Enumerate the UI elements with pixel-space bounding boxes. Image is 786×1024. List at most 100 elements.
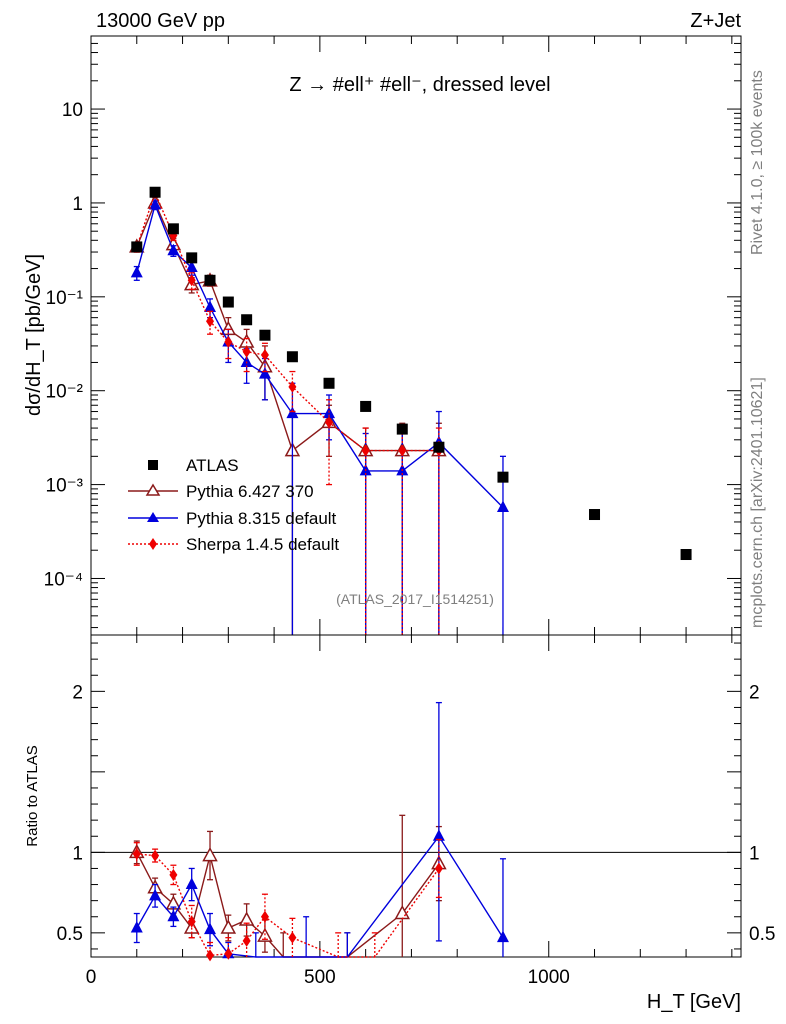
legend-entry-pythia8: Pythia 8.315 default (128, 509, 337, 528)
ratio-pythia8-point (496, 930, 509, 943)
main-pythia8-point (204, 300, 217, 312)
ratio-sherpa-point (187, 915, 196, 928)
x-tick-label: 1000 (528, 967, 570, 988)
main-pythia8-point (240, 355, 253, 367)
main-atlas-point (680, 549, 692, 561)
main-pythia8-point (286, 406, 299, 419)
ratio-pythia6-line (136, 852, 440, 958)
ratio-sherpa-point (434, 862, 443, 875)
legend-entry-atlas: ATLAS (148, 456, 239, 475)
ratio-y-axis-label: Ratio to ATLAS (24, 745, 41, 846)
main-y-tick-label: 1 (72, 194, 83, 215)
ratio-y-tick-label-right: 2 (749, 682, 760, 703)
main-pythia6-point (238, 333, 255, 348)
x-tick-label: 0 (86, 967, 97, 988)
main-atlas-point (131, 241, 143, 253)
mcplots-label: mcplots.cern.ch [arXiv:2401.10621] (749, 377, 766, 628)
main-pythia8-point (130, 265, 143, 278)
legend-atlas-label: ATLAS (186, 456, 239, 475)
main-atlas-point (186, 252, 198, 264)
main-y-tick-label: 10⁻¹ (46, 288, 84, 309)
main-atlas-point (149, 186, 161, 198)
legend-pythia6-marker (145, 483, 161, 496)
main-sherpa-point (206, 315, 215, 328)
main-atlas-point (259, 329, 271, 341)
x-axis-label: H_T [GeV] (647, 991, 741, 1013)
main-atlas-point (396, 423, 408, 435)
main-y-tick-label: 10⁻² (46, 382, 84, 403)
main-atlas-point (433, 441, 445, 453)
ratio-pythia8-point (185, 877, 198, 890)
main-plot-title: Z → #ell⁺ #ell⁻, dressed level (289, 74, 550, 96)
legend-sherpa-marker (149, 538, 157, 550)
ratio-plot-panel: 0.5 0.5 1 1 2 2 0 500 1000 Ratio to ATLAS H_T [G… (24, 634, 775, 1013)
ratio-sherpa-point (169, 868, 178, 881)
main-axis-ticks: 10 1 10⁻¹ 10⁻² 10⁻³ 10⁻⁴ (44, 35, 741, 635)
ratio-data-layer (129, 701, 509, 962)
main-atlas-point (286, 351, 298, 363)
ratio-sherpa-line (136, 853, 440, 958)
ratio-y-tick-label-right: 0.5 (749, 924, 775, 945)
main-sherpa-point (398, 444, 407, 457)
ratio-pythia8-point (167, 909, 180, 922)
ratio-pythia8-point (432, 829, 445, 841)
legend-entry-pythia6: Pythia 6.427 370 (128, 482, 314, 501)
main-pythia8-point (167, 243, 180, 256)
main-sherpa-point (242, 345, 251, 358)
main-atlas-point (167, 223, 179, 235)
main-y-tick-label: 10⁻⁴ (44, 569, 83, 590)
ratio-y-tick-label: 2 (72, 682, 83, 703)
main-atlas-point (241, 314, 253, 326)
main-sherpa-point (187, 274, 196, 287)
analysis-watermark: (ATLAS_2017_I1514251) (336, 591, 494, 607)
ratio-y-tick-label: 0.5 (57, 924, 83, 945)
main-pythia8-point (496, 500, 509, 513)
ratio-pythia8-point (149, 888, 162, 901)
ratio-axis-ticks: 0.5 0.5 1 1 2 2 0 500 1000 (57, 635, 775, 988)
main-atlas-point (589, 509, 601, 521)
ratio-sherpa-point (288, 931, 297, 944)
main-atlas-point (323, 377, 335, 389)
legend-pythia6-label: Pythia 6.427 370 (186, 482, 314, 501)
main-atlas-point (222, 296, 234, 308)
ratio-y-tick-label: 1 (72, 843, 83, 864)
ratio-pythia8-point (204, 922, 217, 935)
ratio-pythia6-point (202, 846, 218, 862)
ratio-sherpa-point (151, 849, 160, 862)
legend-sherpa-label: Sherpa 1.4.5 default (186, 535, 339, 554)
ratio-plot-frame (90, 634, 742, 958)
ratio-pythia6-point (220, 919, 237, 934)
main-sherpa-point (361, 444, 370, 457)
ratio-sherpa-point (242, 934, 251, 947)
main-y-tick-label: 10⁻³ (46, 476, 84, 497)
ratio-sherpa-point (260, 910, 269, 923)
main-y-tick-label: 10 (62, 100, 83, 121)
header-right-label: Z+Jet (690, 10, 741, 32)
main-y-axis-label: dσ/dH_T [pb/GeV] (23, 254, 45, 416)
header-left-label: 13000 GeV pp (96, 10, 225, 32)
main-pythia8-point (258, 367, 271, 379)
legend-pythia8-label: Pythia 8.315 default (186, 509, 337, 528)
ratio-sherpa-point (224, 947, 233, 960)
main-sherpa-point (260, 349, 269, 362)
main-atlas-point (204, 274, 216, 286)
x-tick-label: 500 (304, 967, 336, 988)
ratio-pythia8-point (130, 921, 143, 933)
main-plot-panel: 10 1 10⁻¹ 10⁻² 10⁻³ 10⁻⁴ Z → #ell⁺ #ell⁻, dre… (23, 35, 742, 636)
legend-pythia8-marker (147, 512, 159, 522)
rivet-version-label: Rivet 4.1.0, ≥ 100k events (749, 70, 766, 255)
legend: ATLAS Pythia 6.427 370 Pythia 8.315 defa… (128, 456, 339, 554)
main-pythia8-point (185, 260, 198, 273)
main-atlas-point (360, 400, 372, 412)
main-pythia8-point (149, 198, 162, 210)
ratio-sherpa-point (206, 949, 215, 962)
legend-atlas-marker (148, 460, 158, 470)
main-sherpa-point (325, 416, 334, 429)
main-sherpa-point (288, 380, 297, 393)
legend-entry-sherpa: Sherpa 1.4.5 default (128, 535, 339, 554)
main-atlas-point (497, 471, 509, 483)
main-sherpa-point (224, 336, 233, 349)
main-sherpa-line (136, 190, 439, 452)
main-pythia6-line (136, 201, 439, 452)
